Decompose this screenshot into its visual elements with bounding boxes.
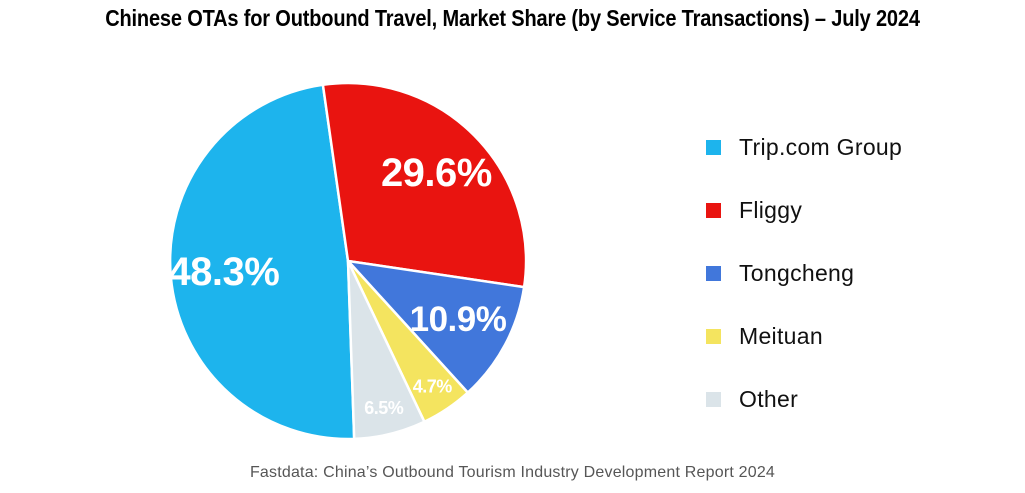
legend-item-other: Other: [706, 385, 902, 413]
legend-swatch-trip-com-group: [706, 139, 721, 155]
pie-slice-other: [346, 259, 426, 441]
legend-label: Meituan: [739, 322, 823, 349]
legend-swatch-other: [706, 391, 721, 407]
chart-title: Chinese OTAs for Outbound Travel, Market…: [105, 5, 920, 31]
pie-slice-value-label: 29.6%: [381, 151, 492, 195]
legend-label: Fliggy: [739, 196, 803, 223]
legend-swatch-fliggy: [706, 202, 721, 218]
source-caption: Fastdata: China’s Outbound Tourism Indus…: [249, 464, 776, 481]
legend-item-fliggy: Fliggy: [706, 196, 902, 224]
pie-slice-value-label: 6.5%: [364, 398, 404, 418]
legend-swatch-tongcheng: [706, 265, 721, 281]
legend: Trip.com Group Fliggy Tongcheng Meituan …: [706, 133, 902, 413]
pie-slice-value-label: 4.7%: [413, 377, 453, 397]
legend-item-tongcheng: Tongcheng: [706, 259, 902, 287]
legend-item-meituan: Meituan: [706, 322, 902, 350]
legend-item-trip-com-group: Trip.com Group: [706, 133, 902, 161]
pie-slice-tongcheng: [346, 259, 526, 394]
legend-swatch-meituan: [706, 328, 721, 344]
pie-slice-value-label: 48.3%: [168, 250, 279, 294]
pie-slice-trip-com-group: [168, 83, 356, 441]
legend-label: Tongcheng: [739, 259, 855, 286]
pie-slice-value-label: 10.9%: [410, 300, 507, 339]
legend-label: Trip.com Group: [739, 133, 903, 160]
pie-slice-fliggy: [321, 81, 528, 289]
legend-label: Other: [739, 385, 799, 412]
